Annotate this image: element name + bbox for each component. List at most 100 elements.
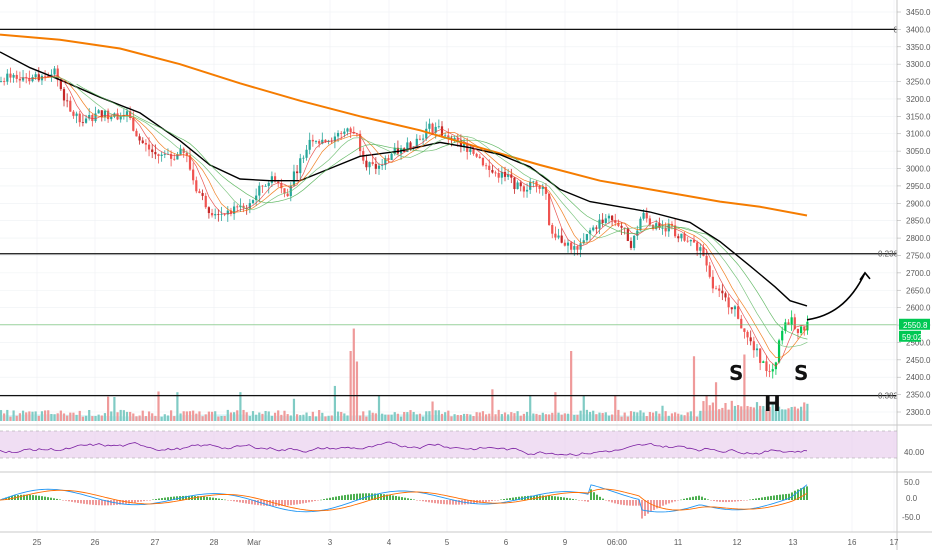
volume-bar (132, 413, 134, 421)
volume-bar (674, 412, 676, 421)
volume-bar (318, 410, 320, 421)
macd-histogram-bar (335, 497, 337, 500)
volume-bar (101, 415, 103, 421)
macd-histogram-bar (326, 498, 328, 500)
candle-body (236, 206, 238, 207)
volume-bar (507, 414, 509, 421)
time-axis[interactable]: 25 26 27 28 Mar 3 4 5 6 9 06:00 11 12 13 16 17 (33, 538, 899, 547)
macd-histogram-bar (20, 495, 22, 500)
macd-histogram-bar (428, 500, 430, 502)
candle-body (746, 332, 748, 337)
macd-histogram-bar (677, 500, 679, 501)
macd-histogram-bar (65, 500, 67, 501)
candle-body (520, 182, 522, 186)
moving-averages (0, 35, 807, 367)
candle-body (608, 216, 610, 219)
macd-histogram-bar (224, 500, 226, 501)
volume-bar (699, 411, 701, 421)
macd-histogram-bar (596, 495, 598, 500)
macd-histogram-bar (602, 499, 604, 500)
volume-bar (309, 416, 311, 421)
macd-histogram-bar (617, 500, 619, 504)
macd-histogram-bar (551, 496, 553, 500)
volume-bar (198, 411, 200, 421)
volume-bar (639, 410, 641, 421)
volume-bar (743, 355, 745, 422)
volume-bar (346, 415, 348, 421)
macd-histogram-bar (221, 499, 223, 500)
macd-histogram-bar (587, 500, 589, 502)
macd-histogram-bar (575, 499, 577, 500)
volume-bar (220, 416, 222, 421)
macd-histogram-bar (98, 500, 100, 505)
macd-histogram-bar (659, 500, 661, 507)
volume-bar (356, 362, 358, 422)
volume-bar (79, 411, 81, 421)
volume-bar (343, 413, 345, 421)
candle-body (192, 170, 194, 181)
macd-histogram-bar (86, 500, 88, 504)
candle-body (350, 128, 352, 132)
candle-body (753, 341, 755, 350)
volume-bar (570, 351, 572, 421)
macd-histogram-bar (134, 500, 136, 503)
candle-body (220, 214, 222, 215)
price-tick-label: 3050.0 (906, 147, 931, 156)
price-axis[interactable]: 3450.0 3400.0 3350.0 3300.0 3250.0 3200.0 3150… (897, 8, 931, 417)
candle-body (680, 234, 682, 239)
price-tick-label: 3200.0 (906, 95, 931, 104)
volume-bar (170, 410, 172, 421)
volume-bar (561, 415, 563, 421)
candle-body (602, 220, 604, 223)
volume-bar (192, 411, 194, 421)
candle-body (687, 241, 689, 242)
macd-histogram-bar (599, 497, 601, 500)
volume-bar (88, 410, 90, 421)
candle-body (800, 327, 802, 333)
volume-bar (665, 411, 667, 421)
macd-histogram-bar (782, 494, 784, 500)
volume-bar (589, 412, 591, 421)
macd-histogram-bar (83, 500, 85, 504)
candle-body (472, 149, 474, 154)
breakout-arrow[interactable] (807, 273, 865, 320)
candle-body (573, 246, 575, 250)
volume-bar (693, 356, 695, 421)
volume-bar (706, 395, 708, 421)
candle-body (803, 327, 805, 331)
macd-histogram-bar (761, 497, 763, 500)
volume-bar (630, 411, 632, 421)
candle-body (302, 158, 304, 159)
volume-bar (25, 412, 27, 421)
candle-body (176, 154, 178, 159)
volume-bar (413, 412, 415, 421)
macd-histogram-bar (458, 500, 460, 505)
volume-bar (715, 382, 717, 421)
volume-bar (116, 412, 118, 421)
price-tick-label: 3000.0 (906, 165, 931, 174)
volume-bar (167, 415, 169, 421)
volume-bar (646, 416, 648, 421)
candle-body (53, 69, 55, 75)
volume-bar (586, 410, 588, 421)
volume-bar (652, 413, 654, 421)
macd-histogram-bar (353, 494, 355, 500)
volume-bar (378, 395, 380, 421)
candle-body (791, 317, 793, 324)
volume-bar (617, 410, 619, 421)
volume-bar (784, 409, 786, 421)
volume-bar (110, 411, 112, 421)
macd-histogram-bar (218, 499, 220, 500)
volume-bar (85, 416, 87, 421)
candle-body (305, 150, 307, 158)
candle-body (0, 81, 2, 82)
macd-histogram-bar (323, 499, 325, 500)
candle-body (157, 154, 159, 156)
macd-histogram-bar (77, 500, 79, 503)
volume-bar (35, 411, 37, 421)
macd-histogram-bar (488, 500, 490, 502)
rsi-band (0, 431, 897, 458)
volume-bar (287, 414, 289, 421)
candle-body (709, 265, 711, 276)
